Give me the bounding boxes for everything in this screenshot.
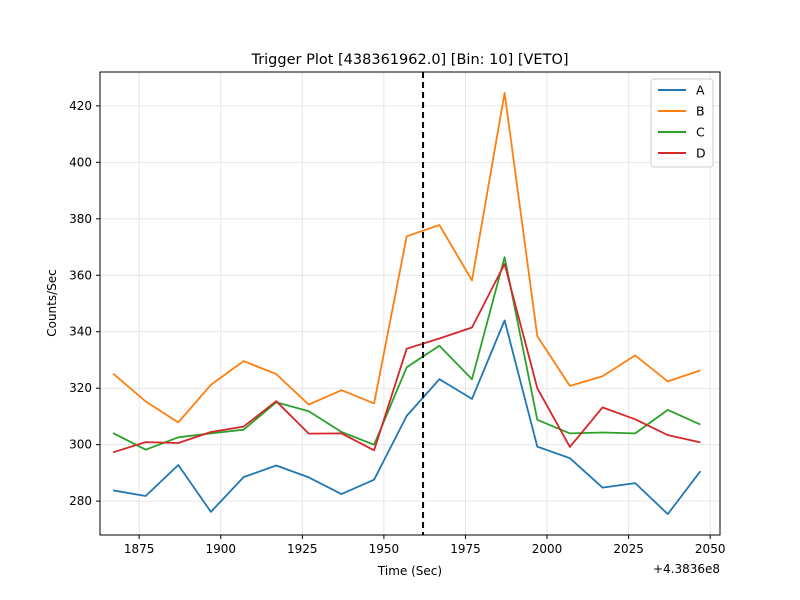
x-tick-label: 2000 [532, 542, 563, 556]
y-axis-label: Counts/Sec [45, 269, 59, 337]
y-tick-label: 280 [69, 494, 92, 508]
series-line-b [112, 92, 701, 424]
x-axis-offset-label: +4.3836e8 [653, 562, 720, 576]
series-line-a [112, 319, 702, 515]
y-tick-label: 320 [69, 381, 92, 395]
y-tick-label: 380 [69, 212, 92, 226]
chart-title: Trigger Plot [438361962.0] [Bin: 10] [VE… [250, 52, 568, 68]
series-line-c [112, 256, 701, 451]
legend-label-d: D [696, 146, 706, 161]
x-tick-label: 1925 [287, 542, 318, 556]
y-tick-label: 300 [69, 438, 92, 452]
x-tick-label: 1950 [369, 542, 400, 556]
y-tick-label: 420 [69, 99, 92, 113]
x-axis-label: Time (Sec) [377, 564, 442, 578]
plot-frame [99, 71, 721, 536]
y-tick-label: 360 [69, 268, 92, 282]
legend-label-a: A [696, 83, 705, 98]
grid [100, 72, 720, 535]
legend-label-c: C [696, 125, 705, 140]
x-tick-label: 1975 [450, 542, 481, 556]
legend-box [650, 78, 714, 168]
series-line-d [112, 263, 701, 454]
x-tick-label: 2050 [695, 542, 726, 556]
y-axis-ticks: 280 300 320 340 360 380 400 420 [69, 99, 100, 508]
y-tick-label: 340 [69, 325, 92, 339]
legend-label-b: B [696, 104, 705, 119]
x-axis-ticks: 1875 1900 1925 1950 1975 2000 2025 2050 [124, 535, 726, 556]
x-tick-label: 1900 [205, 542, 236, 556]
x-tick-label: 2025 [613, 542, 644, 556]
x-tick-label: 1875 [124, 542, 155, 556]
y-tick-label: 400 [69, 155, 92, 169]
series-lines [112, 92, 702, 515]
